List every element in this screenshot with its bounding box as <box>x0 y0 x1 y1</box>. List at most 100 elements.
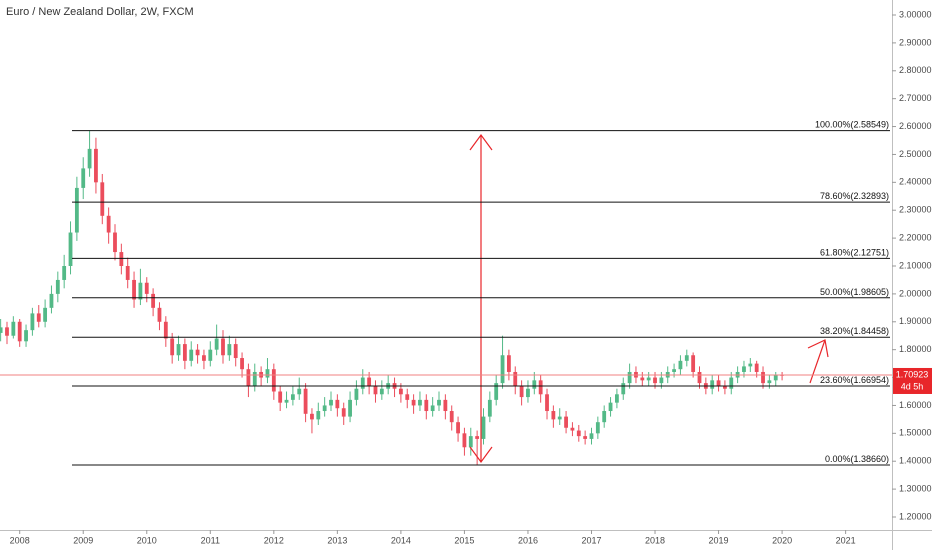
candle-body <box>367 377 372 386</box>
candle-body <box>348 399 352 417</box>
arrow-head <box>807 339 829 358</box>
candle-body <box>278 391 283 403</box>
candle-body <box>513 371 518 386</box>
candle-body <box>424 399 429 412</box>
candle-body <box>621 383 626 395</box>
candle-body <box>151 293 156 308</box>
candle-body <box>640 377 645 381</box>
y-tick-label: 2.00000 <box>899 288 932 298</box>
candle-body <box>36 313 41 322</box>
y-tick-label: 1.60000 <box>899 400 932 410</box>
candle-body <box>646 377 651 381</box>
candle-body <box>729 377 734 389</box>
candle-body <box>335 399 340 409</box>
candle-body <box>221 338 225 356</box>
candle-body <box>43 307 48 322</box>
candle-body <box>570 427 575 431</box>
candle-body <box>589 433 594 439</box>
x-tick-label: 2011 <box>201 535 220 545</box>
candle-body <box>271 369 276 392</box>
candle-body <box>5 327 9 336</box>
candle-body <box>684 355 689 361</box>
candle-body <box>456 422 460 434</box>
candle-body <box>189 349 194 361</box>
range-arrow <box>469 133 493 464</box>
candle-body <box>526 388 530 398</box>
candle-body <box>659 377 664 384</box>
candle-body <box>373 385 378 395</box>
countdown-label: 4d 5h <box>901 381 924 391</box>
candle-body <box>87 148 92 169</box>
candle-body <box>132 279 136 300</box>
y-tick-label: 3.00000 <box>899 9 932 19</box>
candle-body <box>62 266 67 280</box>
candle-body <box>678 360 683 370</box>
candle-body <box>583 436 588 439</box>
y-tick-label: 1.80000 <box>899 344 932 354</box>
candle-body <box>68 232 73 266</box>
candle-body <box>761 371 765 384</box>
y-tick-label: 2.80000 <box>899 65 932 75</box>
candle-body <box>297 388 302 395</box>
candle-body <box>773 374 778 381</box>
candle-body <box>24 330 28 342</box>
fib-level-label: 0.00%(1.38660) <box>825 454 889 464</box>
candle-body <box>723 385 727 389</box>
candle-body <box>564 416 568 428</box>
candle-body <box>49 293 54 308</box>
candle-body <box>138 282 143 300</box>
y-tick-label: 2.40000 <box>899 177 932 187</box>
y-tick-label: 2.90000 <box>899 37 932 47</box>
x-tick-label: 2017 <box>581 535 601 545</box>
x-tick-label: 2010 <box>137 535 157 545</box>
candle-body <box>265 369 270 378</box>
candle-body <box>195 349 200 356</box>
fib-level-label: 78.60%(2.32893) <box>820 191 889 201</box>
x-tick-label: 2015 <box>454 535 474 545</box>
candle-body <box>767 380 772 384</box>
y-tick-label: 2.60000 <box>899 121 932 131</box>
candle-body <box>398 388 403 395</box>
y-tick-label: 1.40000 <box>899 456 932 466</box>
last-price-label: 1.70923 <box>896 369 929 379</box>
candle-body <box>182 344 187 361</box>
candle-body <box>240 358 244 370</box>
candle-body <box>284 399 289 403</box>
y-tick-label: 1.20000 <box>899 511 932 521</box>
candle-body <box>290 394 295 400</box>
candle-body <box>697 371 702 384</box>
candle-body <box>748 363 753 367</box>
x-tick-label: 2021 <box>836 535 856 545</box>
x-tick-label: 2012 <box>264 535 284 545</box>
candle-body <box>208 349 213 361</box>
candle-body <box>742 366 746 372</box>
candle-body <box>468 436 473 448</box>
last-price-box <box>893 367 932 394</box>
arrow-head <box>469 133 493 151</box>
candle-body <box>106 215 111 233</box>
candle-body <box>545 394 549 412</box>
x-tick-label: 2019 <box>709 535 729 545</box>
candle-body <box>310 413 314 420</box>
fib-level-label: 38.20%(1.84458) <box>820 326 889 336</box>
fib-level-label: 50.00%(1.98605) <box>820 287 889 297</box>
candle-body <box>341 408 346 417</box>
candle-body <box>443 399 448 412</box>
fib-level-label: 23.60%(1.66954) <box>820 375 889 385</box>
y-tick-label: 1.30000 <box>899 483 932 493</box>
candle-body <box>532 380 537 389</box>
candle-body <box>252 371 257 386</box>
candle-body <box>551 411 556 420</box>
candle-body <box>500 355 505 384</box>
candle-body <box>710 380 715 389</box>
candle-body <box>519 385 524 398</box>
candle-body <box>30 313 35 331</box>
candle-body <box>163 321 168 339</box>
candle-body <box>506 355 511 372</box>
y-tick-label: 1.90000 <box>899 316 932 326</box>
candle-body <box>430 405 435 412</box>
y-tick-label: 2.50000 <box>899 149 932 159</box>
candle-body <box>405 394 410 400</box>
candle-body <box>94 148 98 183</box>
